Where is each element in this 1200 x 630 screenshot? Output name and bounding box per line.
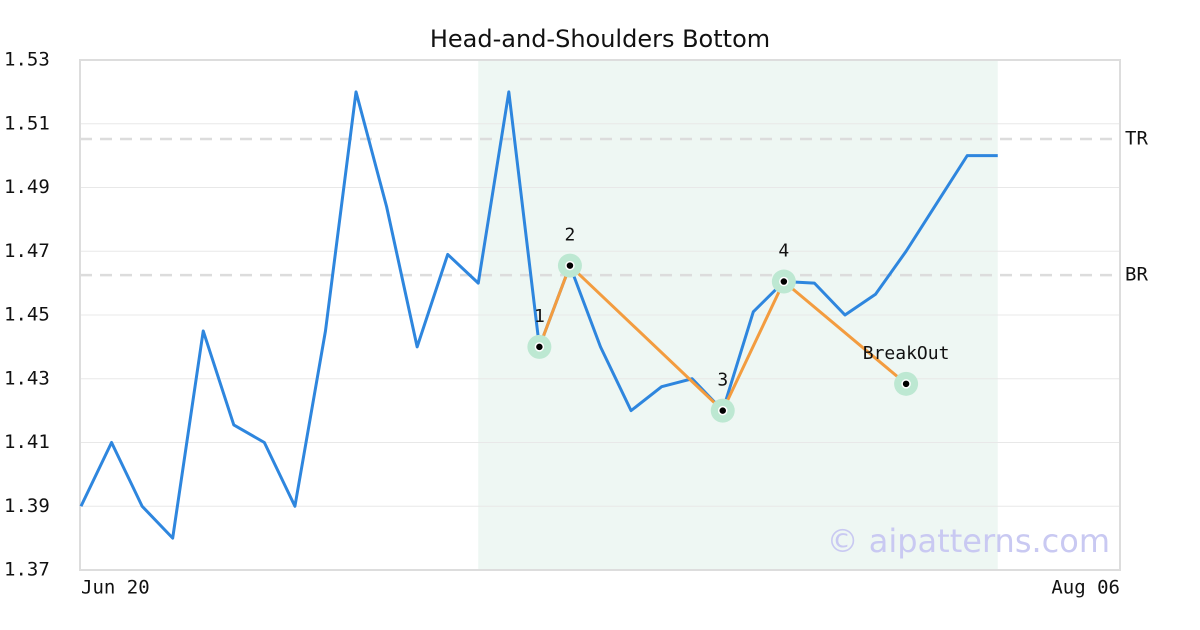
y-tick-label: 1.53 [4,49,50,71]
y-tick-label: 1.43 [4,367,50,389]
y-tick-label: 1.45 [4,304,50,326]
y-tick-label: 1.41 [4,431,50,453]
y-tick-label: 1.37 [4,559,50,581]
x-tick-label: Aug 06 [1051,577,1120,599]
y-tick-label: 1.39 [4,495,50,517]
y-tick-label: 1.51 [4,112,50,134]
pattern-point [534,342,545,352]
chart-title: Head-and-Shoulders Bottom [430,25,770,53]
pattern-label: BreakOut [863,343,950,364]
x-tick-label: Jun 20 [81,577,150,599]
pattern-point [779,276,789,287]
pattern-point [565,260,575,271]
plot-frame [79,59,1121,571]
pattern-label: 1 [534,306,545,327]
pattern-label: 4 [778,241,789,262]
pattern-point [901,379,911,389]
pattern-point [717,405,728,416]
level-label: BR [1125,264,1148,286]
watermark: © aipatterns.com [827,522,1110,560]
pattern-label: 3 [717,370,728,391]
y-tick-label: 1.49 [4,176,50,198]
y-tick-label: 1.47 [4,240,50,262]
level-label: TR [1125,128,1148,150]
pattern-label: 2 [565,225,576,246]
